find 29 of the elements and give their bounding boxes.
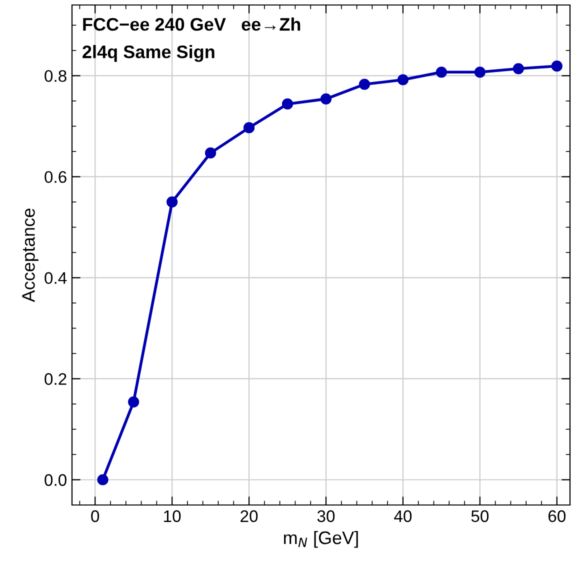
x-tick-label: 0: [91, 510, 100, 522]
point: [97, 474, 108, 486]
point: [204, 147, 216, 159]
x-tick-label: 40: [394, 510, 412, 522]
point: [512, 63, 524, 74]
y-axis-title: Acceptance: [22, 208, 38, 302]
point: [436, 66, 448, 78]
x-tick-label: 60: [548, 510, 566, 522]
x-tick-label: 50: [471, 510, 489, 522]
x-tick-label: 20: [240, 510, 258, 522]
point: [397, 74, 409, 86]
annotation: 2l4q Same Sign: [82, 45, 214, 62]
y-tick-label: 0.4: [44, 272, 67, 284]
point: [551, 60, 562, 72]
x-tick-label: 30: [317, 510, 335, 522]
point: [128, 396, 140, 408]
point: [282, 98, 294, 110]
x-axis-title: m$_{N}$ [GeV]: [284, 530, 358, 548]
point: [166, 196, 178, 208]
x-tick-label: 10: [164, 510, 181, 522]
y-tick-label: 0.6: [44, 171, 66, 183]
y-tick-label: 0.0: [44, 474, 66, 486]
point: [243, 122, 255, 134]
point: [358, 78, 370, 90]
point: [320, 93, 332, 104]
annotation: FCC−ee 240 GeV ee→Zh: [83, 18, 300, 31]
y-tick-label: 0.8: [44, 70, 66, 82]
point: [474, 66, 486, 78]
y-tick-label: 0.2: [44, 373, 66, 385]
